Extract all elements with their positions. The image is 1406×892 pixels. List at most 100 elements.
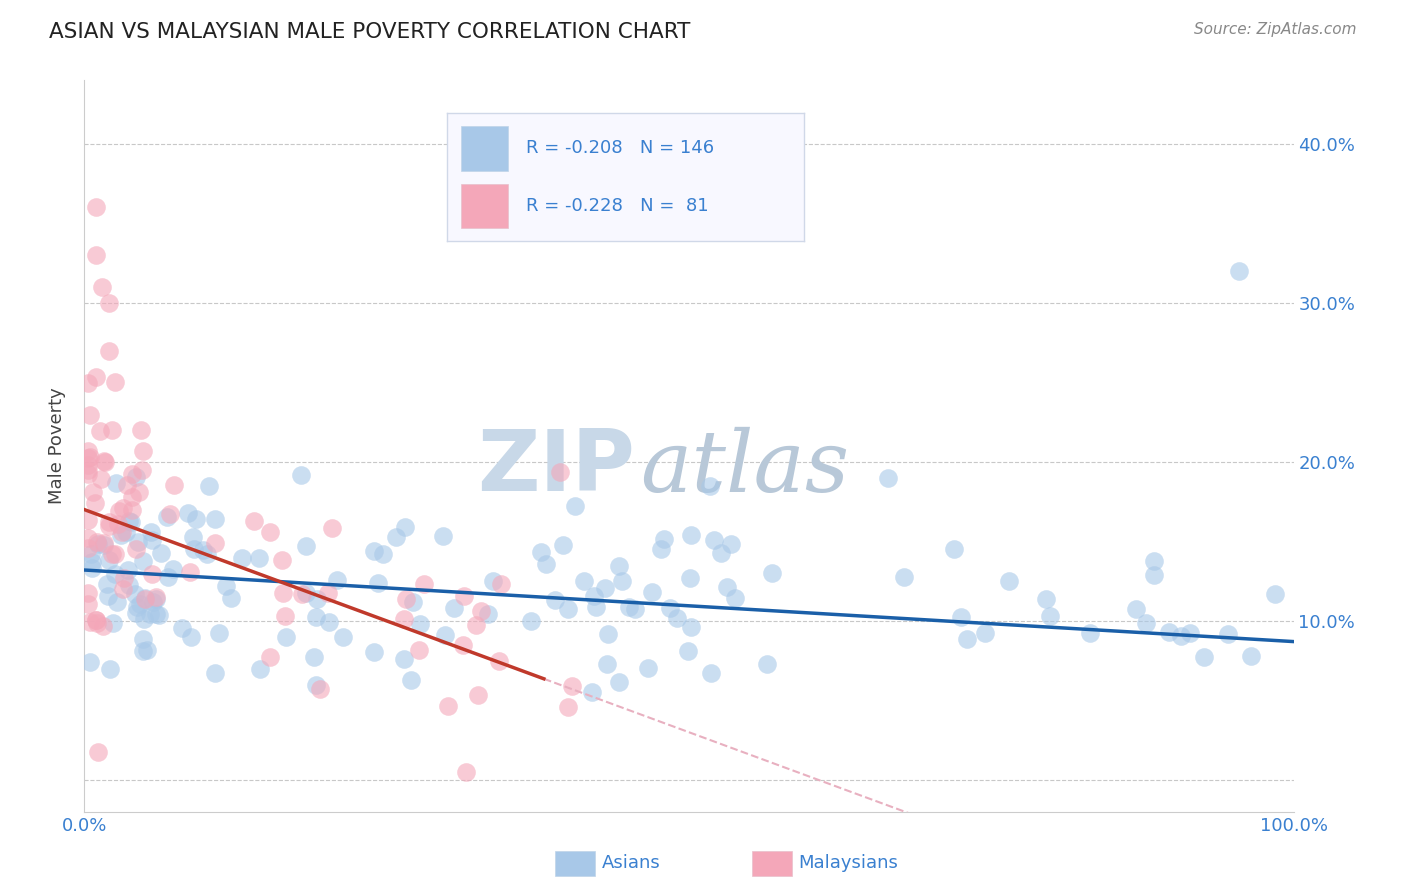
Point [195, 547, 218, 561]
Text: ASIAN VS MALAYSIAN MALE POVERTY CORRELATION CHART: ASIAN VS MALAYSIAN MALE POVERTY CORRELAT… [49, 22, 690, 42]
Point [115, 524, 138, 539]
Point [724, 591, 747, 605]
Point [83, 495, 105, 509]
Point [118, 578, 141, 592]
Point [274, 630, 297, 644]
Point [136, 643, 159, 657]
Point [179, 565, 201, 579]
Point [1078, 626, 1101, 640]
Point [80, 547, 103, 561]
Point [132, 444, 155, 458]
Point [120, 515, 142, 529]
Point [530, 545, 553, 559]
Point [204, 512, 226, 526]
Point [247, 551, 270, 566]
Point [104, 566, 127, 581]
Point [1192, 650, 1215, 665]
Point [295, 586, 318, 600]
Point [125, 469, 148, 483]
Point [111, 525, 134, 540]
Point [111, 501, 134, 516]
Point [145, 607, 167, 621]
Point [84, 613, 107, 627]
Point [1178, 626, 1201, 640]
Point [131, 462, 153, 476]
Point [86, 535, 108, 549]
Point [650, 542, 672, 557]
Point [80, 555, 103, 569]
Point [700, 665, 723, 680]
Point [679, 620, 702, 634]
Point [249, 662, 271, 676]
Point [641, 585, 664, 599]
Point [318, 615, 340, 630]
Point [454, 764, 477, 779]
Point [432, 529, 454, 543]
Point [477, 607, 499, 621]
Point [105, 594, 128, 608]
Point [98, 519, 121, 533]
Point [87, 537, 110, 551]
Point [408, 643, 430, 657]
Point [877, 471, 900, 485]
Point [219, 591, 242, 605]
Point [127, 599, 149, 614]
Point [273, 586, 295, 600]
Point [97, 343, 120, 358]
Point [433, 628, 456, 642]
Point [710, 546, 733, 560]
Point [720, 537, 742, 551]
Point [519, 614, 541, 628]
Point [321, 521, 343, 535]
Point [93, 538, 115, 552]
Point [207, 625, 229, 640]
Point [191, 543, 214, 558]
Point [77, 463, 100, 477]
Point [124, 587, 146, 601]
Point [127, 534, 149, 549]
Point [548, 465, 571, 479]
Point [305, 678, 328, 692]
Point [259, 524, 281, 539]
Point [110, 528, 132, 542]
Point [93, 455, 115, 469]
Point [679, 571, 702, 585]
Point [679, 528, 702, 542]
Point [394, 612, 416, 626]
Point [90, 472, 112, 486]
Point [97, 589, 120, 603]
Point [1035, 591, 1057, 606]
Point [582, 589, 605, 603]
Point [607, 559, 630, 574]
Point [89, 425, 111, 439]
Text: Malaysians: Malaysians [799, 855, 898, 872]
Point [84, 370, 107, 384]
Text: ZIP: ZIP [477, 426, 634, 509]
Point [392, 651, 415, 665]
Point [242, 514, 264, 528]
Point [84, 613, 107, 627]
Point [593, 582, 616, 596]
Point [585, 599, 607, 614]
Point [138, 607, 160, 621]
Point [699, 479, 721, 493]
Point [77, 444, 100, 458]
Point [104, 475, 127, 490]
Point [756, 657, 779, 671]
Point [488, 654, 510, 668]
Point [79, 655, 101, 669]
Point [104, 547, 127, 561]
Point [131, 632, 153, 646]
Point [1240, 649, 1263, 664]
Point [893, 570, 915, 584]
Point [215, 579, 238, 593]
Point [367, 575, 389, 590]
Point [259, 650, 281, 665]
Point [394, 520, 416, 534]
Point [181, 530, 204, 544]
Point [652, 533, 675, 547]
Point [107, 504, 129, 518]
Point [101, 423, 124, 437]
Point [676, 644, 699, 658]
Point [465, 618, 488, 632]
